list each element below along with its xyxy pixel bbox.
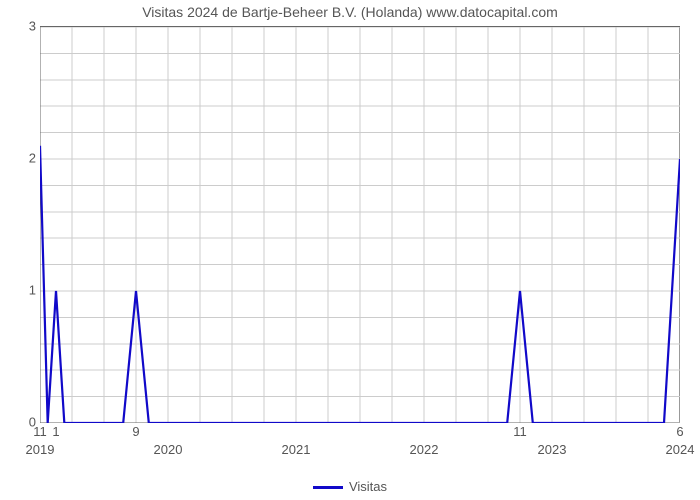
plot-svg: [40, 27, 680, 423]
data-point-label: 1: [52, 424, 59, 439]
grid: [40, 27, 680, 423]
data-point-label: 11: [513, 424, 527, 439]
legend-label: Visitas: [349, 479, 387, 494]
x-tick-label: 2023: [538, 442, 567, 457]
y-tick-label: 3: [6, 19, 36, 34]
legend: Visitas: [0, 479, 700, 494]
data-point-label: 11: [33, 424, 47, 439]
y-tick-label: 0: [6, 415, 36, 430]
x-tick-label: 2019: [26, 442, 55, 457]
x-tick-label: 2021: [282, 442, 311, 457]
x-tick-label: 2022: [410, 442, 439, 457]
legend-swatch: [313, 486, 343, 489]
plot-area: [40, 26, 680, 422]
y-tick-label: 2: [6, 151, 36, 166]
y-tick-label: 1: [6, 283, 36, 298]
data-point-label: 9: [132, 424, 139, 439]
chart-title: Visitas 2024 de Bartje-Beheer B.V. (Hola…: [0, 4, 700, 20]
x-tick-label: 2020: [154, 442, 183, 457]
chart-frame: Visitas 2024 de Bartje-Beheer B.V. (Hola…: [0, 0, 700, 500]
data-point-label: 6: [676, 424, 683, 439]
x-tick-label: 2024: [666, 442, 695, 457]
